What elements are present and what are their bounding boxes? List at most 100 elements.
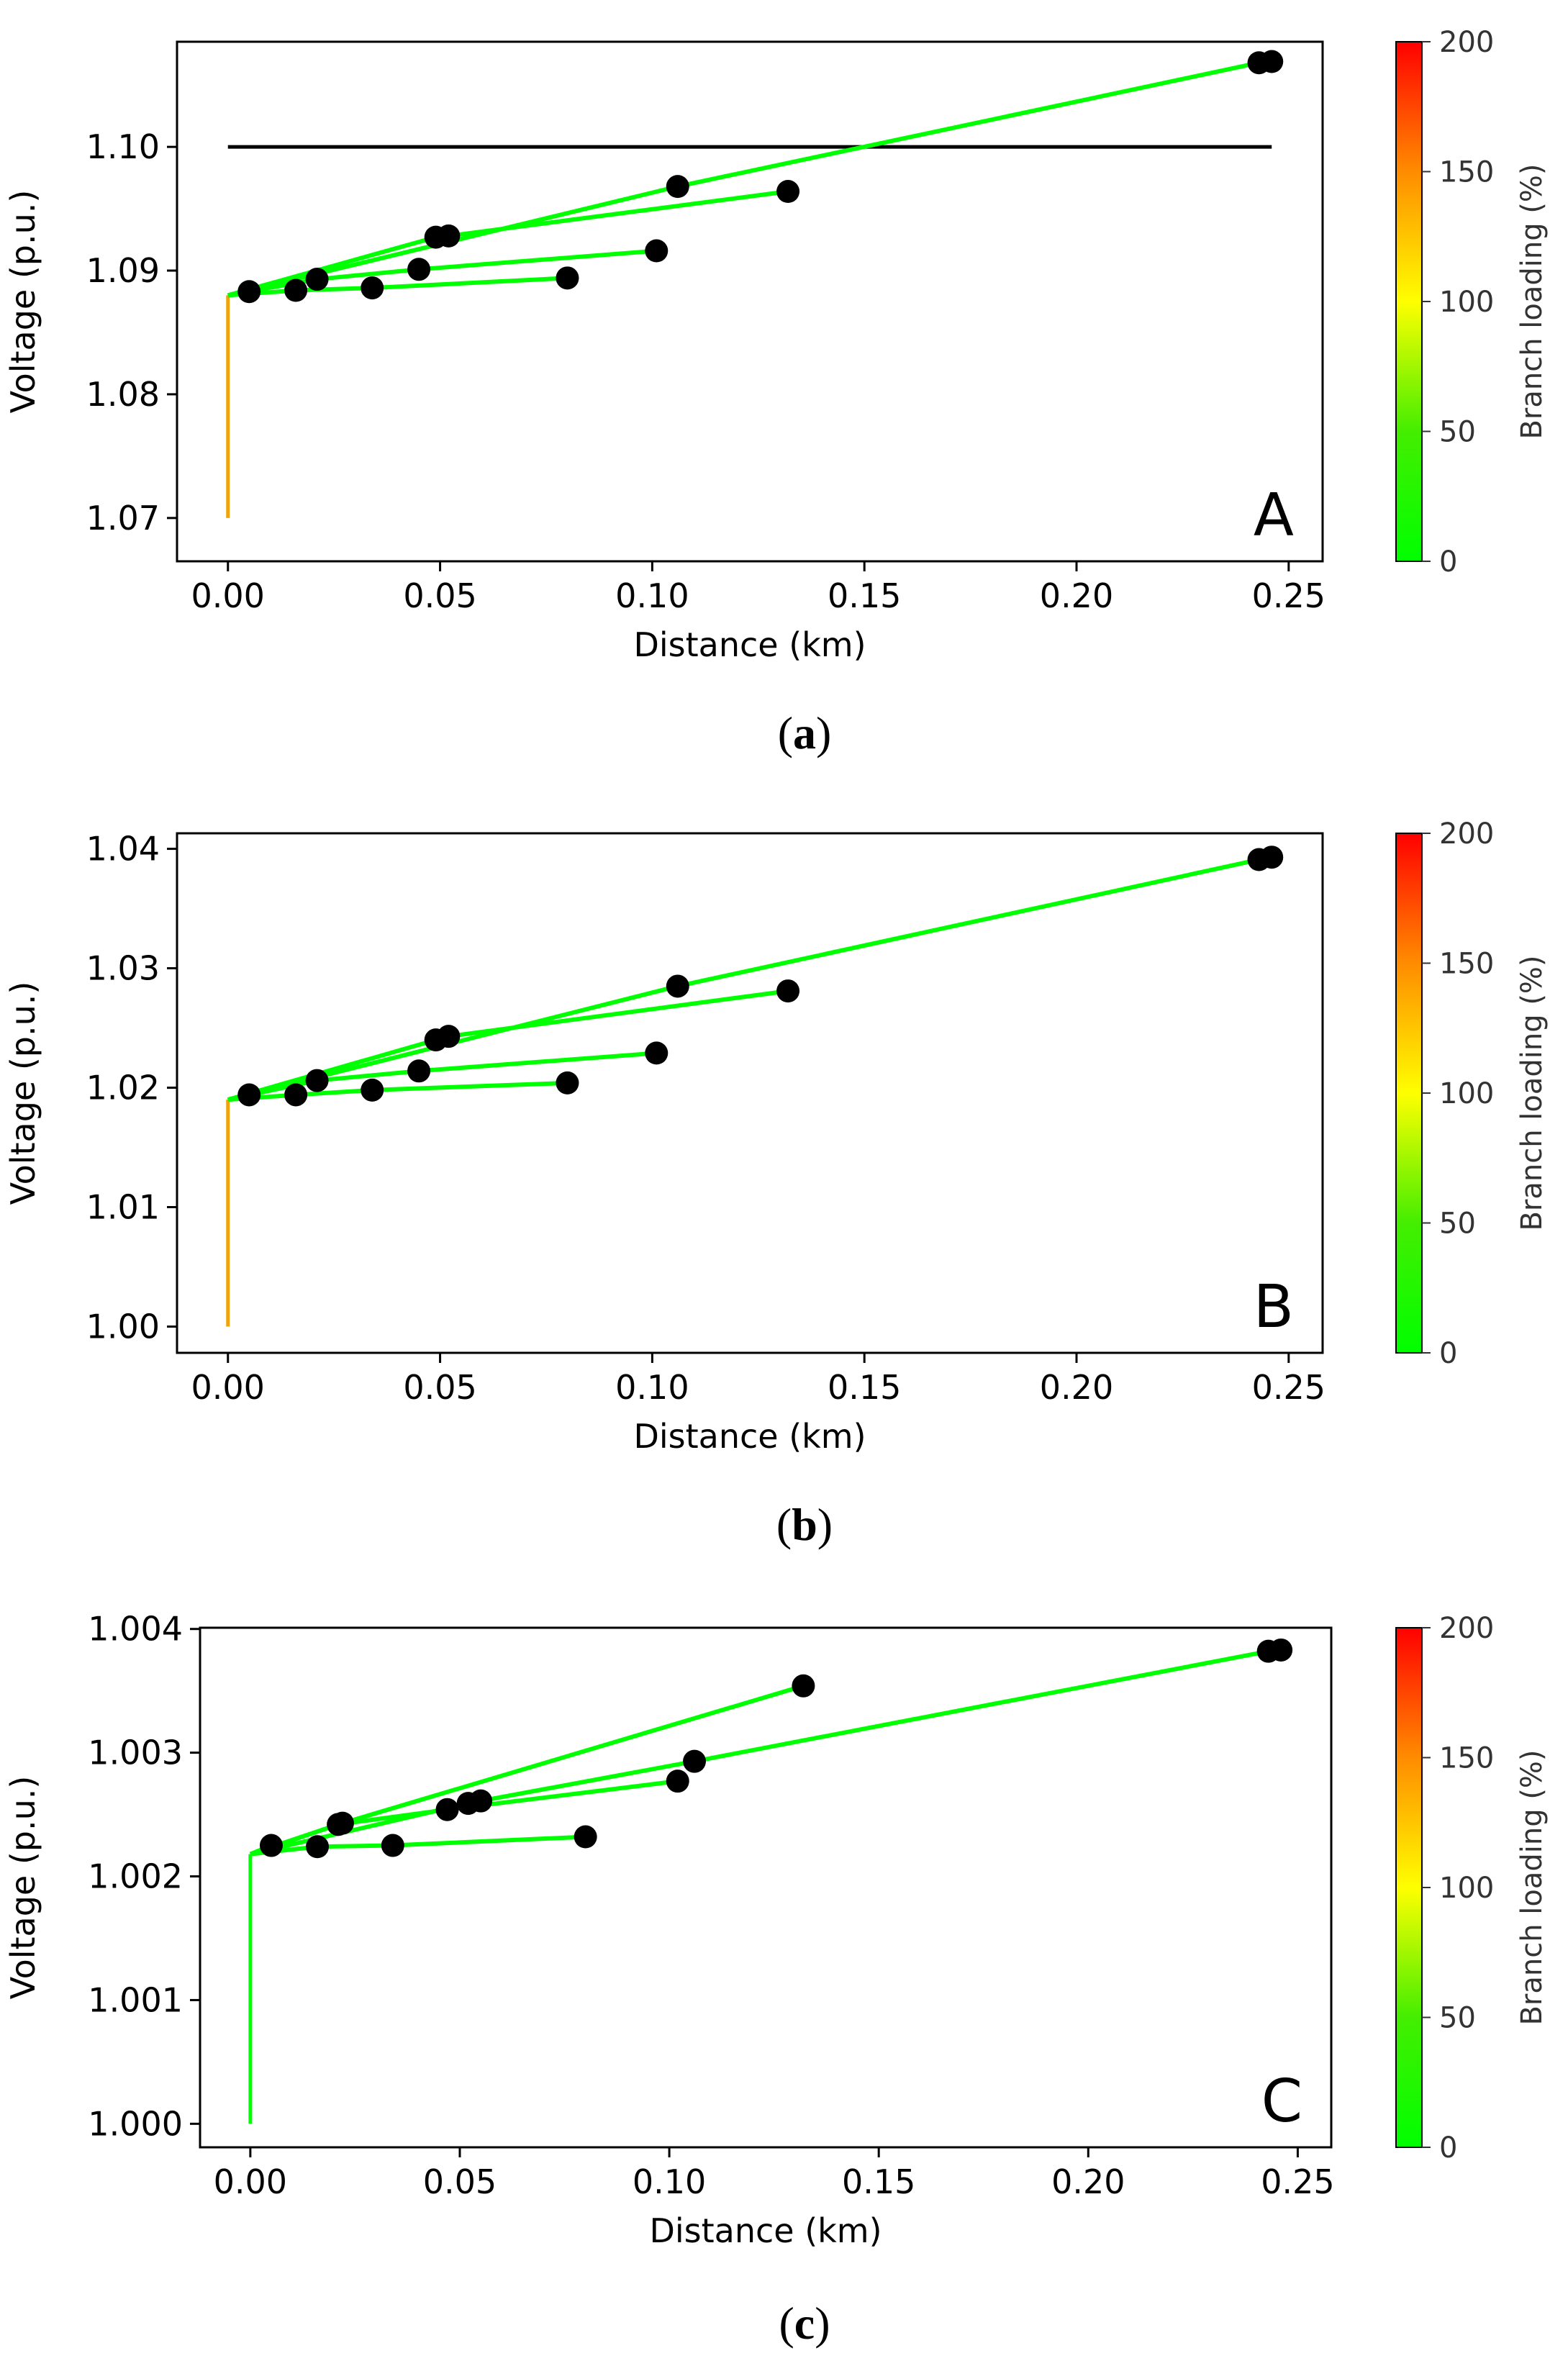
x-tick-label: 0.05 — [403, 576, 476, 615]
bus-marker-10 — [776, 979, 800, 1003]
colorbar-tick-label: 0 — [1439, 1337, 1457, 1370]
bus-marker-3 — [381, 1834, 404, 1857]
bus-marker-5 — [305, 268, 329, 291]
feeder-line-5 — [227, 59, 1272, 298]
bus-marker-4 — [556, 266, 579, 290]
bus-marker-2 — [284, 278, 308, 302]
x-tick-label: 0.10 — [615, 1368, 689, 1407]
bus-marker-2 — [306, 1835, 330, 1859]
x-axis-label: Distance (km) — [633, 1417, 866, 1456]
bus-marker-7 — [645, 1041, 669, 1065]
x-tick-label: 0.15 — [828, 576, 901, 615]
x-tick-label: 0.10 — [633, 2162, 706, 2201]
y-tick-label: 1.00 — [86, 1307, 160, 1346]
bus-marker-12 — [792, 1674, 815, 1698]
y-axis-label: Voltage (p.u.) — [4, 982, 42, 1205]
caption-close-paren: ) — [817, 1499, 833, 1550]
colorbar-label: Branch loading (%) — [1515, 955, 1549, 1231]
colorbar-tick-label: 200 — [1439, 817, 1494, 851]
colorbar-tick-label: 50 — [1439, 2002, 1476, 2035]
chart-panel-a: 0.00 0.05 0.10 0.15 0.20 0.25 1.07 1.08 1.09 1.10… — [4, 26, 1549, 758]
bus-marker-9 — [469, 1789, 493, 1813]
y-axis-label: Voltage (p.u.) — [4, 1776, 42, 2000]
colorbar-tick-label: 50 — [1439, 1207, 1476, 1241]
bus-marker-9 — [437, 1025, 461, 1048]
y-tick-label: 1.01 — [86, 1188, 160, 1227]
caption-letter: a — [793, 707, 816, 758]
plot-area-frame — [199, 1626, 1333, 2149]
plot-area-frame — [176, 40, 1324, 563]
colorbar-tick-label: 200 — [1439, 26, 1494, 59]
x-axis-label: Distance (km) — [633, 625, 866, 664]
x-tick-label: 0.20 — [1040, 1368, 1113, 1407]
panel-letter: C — [1261, 2067, 1302, 2136]
chart-panel-c: 0.00 0.05 0.10 0.15 0.20 0.25 1.000 1.001 1.002 1… — [4, 1610, 1549, 2349]
y-axis-label: Voltage (p.u.) — [4, 190, 42, 414]
x-tick-label: 0.20 — [1051, 2162, 1125, 2201]
feeder-line-3 — [227, 248, 657, 298]
y-tick-label: 1.000 — [88, 2104, 183, 2143]
colorbar-gradient — [1395, 1627, 1423, 2148]
feeder-line-5 — [227, 855, 1272, 1102]
bus-marker-4 — [556, 1071, 579, 1095]
caption-letter: c — [794, 2298, 815, 2349]
panel-caption: (c) — [779, 2298, 830, 2349]
colorbar-tick-label: 100 — [1439, 1077, 1494, 1110]
panel-letter: A — [1254, 481, 1294, 550]
x-tick-label: 0.10 — [615, 576, 689, 615]
y-tick-label: 1.10 — [86, 127, 160, 166]
x-tick-label: 0.00 — [191, 1368, 265, 1407]
caption-close-paren: ) — [815, 2298, 830, 2349]
bus-marker-3 — [361, 276, 384, 300]
bus-marker-1 — [237, 1083, 261, 1107]
colorbar-tick-label: 200 — [1439, 1612, 1494, 1645]
caption-open-paren: ( — [776, 1499, 792, 1550]
bus-marker-11 — [683, 1749, 707, 1773]
caption-letter: b — [792, 1499, 817, 1550]
x-tick-label: 0.00 — [214, 2162, 287, 2201]
colorbar-tick-label: 150 — [1439, 156, 1494, 189]
bus-marker-4 — [574, 1825, 597, 1849]
colorbar: 0 50 100 150 200 Branch loading (%) — [1395, 1612, 1549, 2165]
colorbar: 0 50 100 150 200 Branch loading (%) — [1395, 26, 1549, 579]
bus-marker-6 — [330, 1811, 354, 1835]
feeder-line-2 — [227, 1080, 568, 1102]
feeder-line-4 — [250, 1647, 1282, 1857]
y-tick-label: 1.08 — [86, 375, 160, 414]
bus-marker-10 — [776, 180, 800, 204]
y-tick-label: 1.001 — [88, 1980, 183, 2019]
y-tick-label: 1.09 — [86, 251, 160, 290]
chart-panel-b: 0.00 0.05 0.10 0.15 0.20 0.25 1.00 1.01 1.02 1.03… — [4, 817, 1549, 1550]
x-tick-label: 0.25 — [1252, 1368, 1325, 1407]
y-tick-label: 1.04 — [86, 830, 160, 869]
panel-letter: B — [1254, 1273, 1294, 1341]
feeder-line-2 — [227, 276, 568, 298]
x-tick-label: 0.05 — [423, 2162, 497, 2201]
caption-close-paren: ) — [816, 707, 831, 758]
colorbar-tick-label: 50 — [1439, 416, 1476, 449]
feeder-line-2 — [250, 1834, 586, 1857]
colorbar-tick-label: 100 — [1439, 286, 1494, 319]
colorbar-tick-label: 0 — [1439, 545, 1457, 579]
bus-marker-6 — [407, 258, 431, 281]
colorbar: 0 50 100 150 200 Branch loading (%) — [1395, 817, 1549, 1370]
panel-caption: (b) — [776, 1499, 833, 1550]
y-tick-label: 1.07 — [86, 499, 160, 538]
bus-marker-3 — [361, 1078, 384, 1102]
colorbar-gradient — [1395, 41, 1423, 562]
y-tick-label: 1.02 — [86, 1069, 160, 1107]
bus-marker-13 — [1260, 846, 1284, 869]
bus-marker-13 — [1260, 50, 1284, 73]
colorbar-tick-label: 0 — [1439, 2131, 1457, 2165]
bus-marker-2 — [284, 1083, 308, 1107]
x-tick-label: 0.05 — [403, 1368, 476, 1407]
y-tick-label: 1.002 — [88, 1857, 183, 1896]
x-tick-label: 0.15 — [842, 2162, 915, 2201]
x-tick-label: 0.25 — [1252, 576, 1325, 615]
bus-marker-7 — [645, 239, 669, 263]
plot-area-frame — [176, 832, 1324, 1354]
bus-marker-11 — [666, 175, 689, 199]
caption-open-paren: ( — [779, 2298, 794, 2349]
colorbar-tick-label: 150 — [1439, 1742, 1494, 1775]
